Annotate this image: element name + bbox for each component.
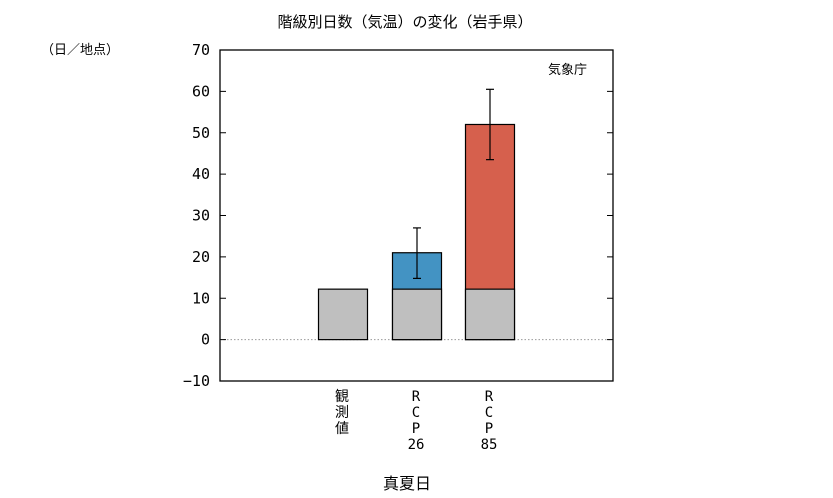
y-tick-label: 0	[201, 331, 210, 349]
y-tick-label: 70	[192, 41, 210, 59]
y-tick-label: 50	[192, 124, 210, 142]
x-tick-label: C	[412, 405, 420, 421]
x-tick-label: R	[412, 389, 421, 405]
bar-baseline	[464, 288, 516, 341]
x-tick-label: R	[485, 389, 494, 405]
x-tick-label: 85	[481, 437, 498, 453]
y-axis-unit-label: （日／地点）	[41, 43, 119, 58]
chart-title: 階級別日数（気温）の変化（岩手県）	[277, 13, 532, 31]
y-tick-label: 10	[192, 289, 210, 307]
y-tick-label: 30	[192, 207, 210, 225]
x-tick-label: 観	[335, 388, 349, 405]
y-tick-label: −10	[183, 372, 210, 390]
x-tick-label: P	[412, 421, 420, 437]
bar-baseline	[391, 288, 443, 341]
x-tick-label: C	[485, 405, 493, 421]
y-tick-label: 40	[192, 165, 210, 183]
y-tick-label: 60	[192, 82, 210, 100]
x-tick-label: 測	[335, 405, 349, 421]
x-tick-label: 値	[335, 421, 349, 437]
bar-baseline	[317, 288, 369, 341]
y-tick-label: 20	[192, 248, 210, 266]
source-label: 気象庁	[548, 62, 587, 78]
x-tick-label: P	[485, 421, 493, 437]
x-axis-label: 真夏日	[383, 474, 431, 493]
x-tick-label: 26	[408, 437, 425, 453]
